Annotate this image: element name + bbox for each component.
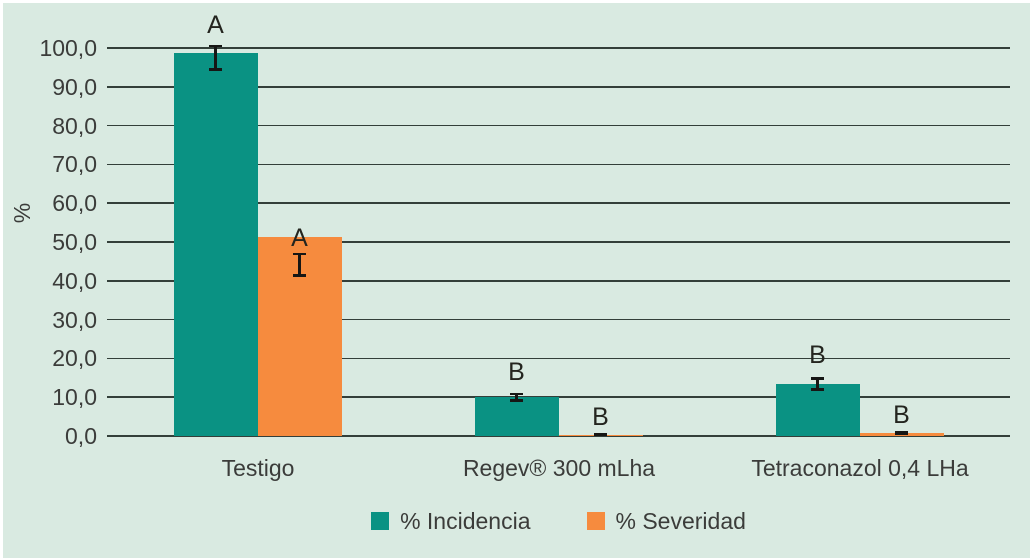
error-bar xyxy=(293,252,306,277)
legend-label-incidencia: % Incidencia xyxy=(400,507,531,534)
error-bar-part xyxy=(811,377,824,380)
gridline-20,0 xyxy=(107,357,1010,360)
y-tick-label: 80,0 xyxy=(52,112,97,139)
error-bar-part xyxy=(510,392,523,396)
y-tick-label: 30,0 xyxy=(52,306,97,333)
legend-item-incidencia: % Incidencia xyxy=(371,507,531,535)
y-tick-label: 10,0 xyxy=(52,384,97,411)
x-category-label: Testigo xyxy=(221,455,295,481)
gridline-100,0 xyxy=(107,47,1010,49)
bar-Incidencia-1 xyxy=(474,397,559,436)
error-bar xyxy=(895,431,908,436)
error-bar-part xyxy=(214,44,217,71)
legend: % Incidencia % Severidad xyxy=(107,504,1010,538)
significance-letter: B xyxy=(809,340,826,369)
error-bar-part xyxy=(298,252,301,277)
x-category-label: Tetraconazol 0,4 LHa xyxy=(751,455,969,481)
error-bar-part xyxy=(510,399,523,402)
legend-item-severidad: % Severidad xyxy=(586,507,746,535)
error-bar xyxy=(510,392,523,402)
bar-Incidencia-2 xyxy=(775,383,860,436)
error-bar xyxy=(209,44,222,71)
significance-letter: B xyxy=(508,357,525,386)
gridline-90,0 xyxy=(107,86,1010,88)
error-bar-part xyxy=(209,44,222,48)
gridline-60,0 xyxy=(107,202,1010,204)
y-tick-label: 60,0 xyxy=(52,190,97,217)
bar-Incidencia-0 xyxy=(173,53,258,436)
gridline-0,0 xyxy=(107,435,1010,437)
gridline-30,0 xyxy=(107,318,1010,321)
significance-letter: B xyxy=(893,401,910,430)
error-bar-part xyxy=(816,377,819,391)
y-tick-label: 20,0 xyxy=(52,345,97,372)
y-tick-label: 0,0 xyxy=(65,423,97,449)
gridline-10,0 xyxy=(107,396,1010,398)
error-bar-part xyxy=(895,432,908,436)
x-category-label: Regev® 300 mLha xyxy=(462,455,656,481)
gridline-80,0 xyxy=(107,124,1010,127)
significance-letter: A xyxy=(207,10,224,39)
error-bar-part xyxy=(209,68,222,71)
gridline-40,0 xyxy=(107,280,1010,282)
error-bar xyxy=(594,432,607,436)
gridline-70,0 xyxy=(107,163,1010,166)
incidencia-swatch-icon xyxy=(371,512,390,530)
y-tick-label: 50,0 xyxy=(52,229,97,255)
y-tick-label: 90,0 xyxy=(52,73,97,100)
error-bar-part xyxy=(515,392,518,402)
error-bar-part xyxy=(293,274,306,277)
y-tick-label: 40,0 xyxy=(52,267,97,294)
y-tick-label: 70,0 xyxy=(52,151,97,178)
error-bar-part xyxy=(594,433,607,436)
bar-chart: % 0,0 10,0 20,0 30,0 40,0 50,0 60,0 70,0 80,0 90,… xyxy=(3,3,1030,558)
error-bar xyxy=(811,377,824,391)
y-tick-label: 100,0 xyxy=(39,35,97,61)
significance-letter: A xyxy=(291,224,308,253)
error-bar-part xyxy=(895,431,908,434)
error-bar-part xyxy=(811,388,824,391)
severidad-swatch-icon xyxy=(586,512,605,530)
gridline-50,0 xyxy=(107,241,1010,243)
legend-label-severidad: % Severidad xyxy=(615,507,746,534)
error-bar-part xyxy=(293,252,306,256)
significance-letter: B xyxy=(592,402,609,431)
